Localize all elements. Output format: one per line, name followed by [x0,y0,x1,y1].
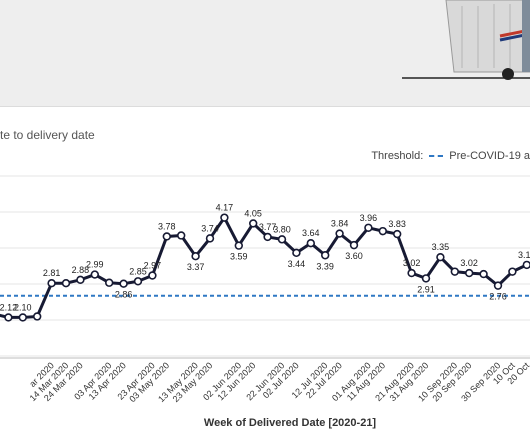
threshold-series-name: Pre-COVID-19 a [449,150,530,162]
top-banner [0,0,530,107]
data-point [493,281,503,290]
data-label: 3.19 [518,250,530,260]
threshold-legend: Threshold: Pre-COVID-19 a [371,150,530,162]
data-point [18,313,27,322]
data-point [436,252,445,262]
data-point [4,313,13,322]
data-label: 3.77 [259,222,277,232]
data-point [306,238,315,248]
data-label: 3.39 [316,261,334,271]
data-point [465,268,474,278]
data-point [421,274,431,283]
data-label: 4.17 [216,203,234,213]
threshold-label: Threshold: [371,150,424,162]
data-point [191,252,200,261]
data-label: 3.83 [388,219,406,229]
data-point [104,278,114,287]
data-label: 2.85 [129,266,147,276]
data-point [508,267,517,276]
data-label: 2.99 [86,260,104,270]
data-label: 3.74 [201,223,219,233]
data-label: 3.78 [158,221,176,231]
data-point [364,223,373,232]
data-label: 3.59 [230,252,248,262]
data-label: 2.86 [115,290,133,300]
data-point [263,232,272,242]
threshold-dash-icon [429,155,444,157]
data-point [61,279,71,288]
truck-image [402,0,530,80]
data-label: 2.81 [43,268,61,278]
data-label: 3.02 [460,258,478,268]
data-point [407,268,416,278]
data-point [148,271,157,280]
data-point [522,260,530,270]
data-point [119,279,128,288]
data-label: 2.12 [0,302,17,312]
data-point [234,241,244,250]
data-point [249,219,258,228]
data-point [133,277,143,286]
data-point [292,248,301,258]
data-point [220,213,229,222]
data-point [378,226,387,236]
data-label: 3.96 [360,213,378,223]
data-point [393,229,402,239]
data-label: 3.64 [302,228,320,238]
data-label: 4.05 [244,208,262,218]
data-point [450,267,459,276]
line-chart: 2.122.10 2.81 2.882.99 2.86 2.852.97 3.78 3.37… [0,175,530,404]
data-label: 2.91 [417,284,435,294]
data-point [47,279,56,288]
data-label: 3.02 [403,258,421,268]
data-point [32,312,42,321]
data-label: 2.76 [489,292,507,302]
data-point [162,232,172,241]
data-point [277,235,287,244]
x-axis-label: Week of Delivered Date [2020-21] [203,417,377,429]
data-point [349,240,359,250]
data-label: 3.44 [288,259,306,269]
data-label: 3.37 [187,262,205,272]
data-point [177,231,186,240]
data-label: 2.88 [72,265,90,275]
data-label: 3.84 [331,219,349,229]
data-point [479,269,488,279]
chart-subtitle: te to delivery date [0,128,95,142]
data-label: 3.60 [345,251,363,261]
data-label: 2.10 [14,302,32,312]
data-label: 3.35 [432,242,450,252]
data-point [335,229,344,238]
data-label: 2.97 [144,260,162,270]
data-point [76,275,85,285]
data-label: 3.80 [273,224,291,234]
data-point [205,234,215,243]
data-point [321,251,330,260]
data-point [90,270,100,279]
